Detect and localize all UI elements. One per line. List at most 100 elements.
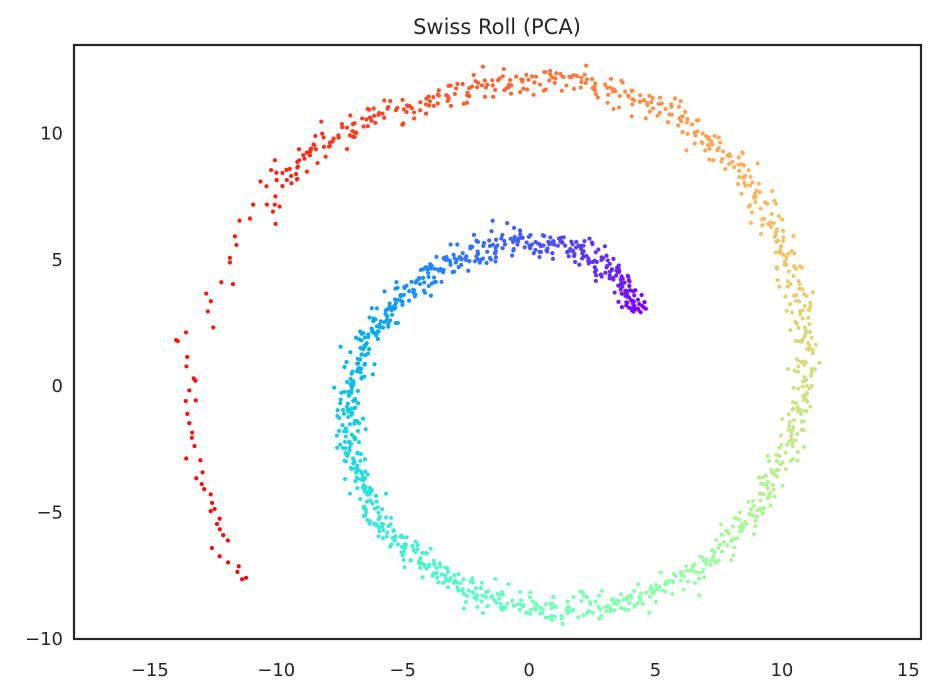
scatter-point bbox=[448, 262, 453, 268]
scatter-point bbox=[813, 342, 818, 347]
scatter-point bbox=[432, 280, 437, 285]
scatter-point bbox=[771, 221, 776, 226]
scatter-point bbox=[783, 467, 788, 472]
scatter-point bbox=[657, 584, 662, 589]
scatter-point bbox=[443, 573, 448, 578]
scatter-point bbox=[367, 107, 372, 112]
scatter-point bbox=[365, 492, 370, 497]
scatter-point bbox=[445, 569, 451, 575]
scatter-point bbox=[797, 286, 802, 291]
scatter-point bbox=[343, 434, 348, 439]
scatter-point bbox=[727, 152, 732, 157]
scatter-point bbox=[809, 383, 815, 388]
scatter-point bbox=[463, 255, 468, 260]
scatter-point bbox=[393, 107, 399, 113]
scatter-point bbox=[583, 80, 588, 86]
scatter-point bbox=[736, 155, 741, 160]
scatter-point bbox=[713, 537, 719, 543]
scatter-point bbox=[769, 467, 774, 472]
scatter-point bbox=[444, 92, 449, 98]
scatter-point bbox=[319, 119, 324, 124]
scatter-point bbox=[373, 120, 378, 125]
scatter-point bbox=[357, 337, 362, 342]
scatter-point bbox=[636, 582, 641, 587]
scatter-point bbox=[705, 143, 711, 148]
scatter-point bbox=[810, 290, 815, 295]
scatter-point bbox=[790, 400, 796, 405]
scatter-point bbox=[798, 312, 803, 317]
scatter-point bbox=[200, 470, 205, 475]
scatter-point bbox=[371, 106, 376, 111]
scatter-point bbox=[730, 159, 735, 164]
scatter-point bbox=[598, 607, 603, 612]
scatter-point bbox=[371, 113, 377, 118]
scatter-point bbox=[659, 101, 664, 106]
scatter-point bbox=[751, 532, 756, 537]
scatter-point bbox=[589, 240, 595, 245]
scatter-point bbox=[571, 86, 576, 91]
scatter-point bbox=[364, 499, 370, 504]
scatter-point bbox=[454, 580, 459, 585]
scatter-point bbox=[798, 411, 803, 416]
scatter-points bbox=[174, 63, 822, 626]
scatter-point bbox=[807, 330, 813, 335]
scatter-point bbox=[211, 325, 216, 330]
scatter-point bbox=[758, 231, 764, 237]
scatter-point bbox=[576, 615, 581, 620]
scatter-point bbox=[185, 354, 190, 360]
scatter-point bbox=[680, 114, 685, 119]
scatter-point bbox=[466, 588, 471, 593]
scatter-point bbox=[581, 613, 586, 618]
scatter-point bbox=[427, 562, 432, 567]
scatter-point bbox=[723, 166, 728, 172]
scatter-point bbox=[755, 161, 760, 166]
y-axis-ticks: −10 −5 0 5 10 bbox=[25, 123, 63, 650]
scatter-point bbox=[616, 263, 621, 268]
scatter-point bbox=[393, 534, 398, 539]
scatter-point bbox=[571, 594, 576, 600]
scatter-point bbox=[517, 607, 523, 613]
scatter-point bbox=[277, 204, 282, 209]
scatter-point bbox=[702, 575, 707, 580]
scatter-point bbox=[547, 78, 552, 83]
scatter-point bbox=[225, 560, 231, 565]
x-tick-label: 10 bbox=[770, 660, 793, 681]
scatter-point bbox=[395, 320, 400, 326]
scatter-point bbox=[742, 180, 747, 185]
scatter-point bbox=[528, 607, 534, 612]
scatter-point bbox=[461, 591, 466, 596]
scatter-point bbox=[342, 429, 347, 434]
scatter-point bbox=[497, 596, 502, 601]
scatter-point bbox=[342, 458, 347, 463]
scatter-point bbox=[804, 383, 810, 389]
scatter-point bbox=[812, 367, 817, 372]
scatter-point bbox=[490, 83, 495, 88]
scatter-point bbox=[677, 116, 682, 121]
scatter-point bbox=[239, 577, 245, 582]
scatter-point bbox=[699, 139, 704, 145]
scatter-point bbox=[335, 445, 340, 450]
scatter-point bbox=[193, 398, 198, 403]
scatter-point bbox=[420, 275, 426, 280]
scatter-point bbox=[356, 361, 361, 366]
scatter-point bbox=[611, 601, 617, 606]
scatter-point bbox=[535, 603, 540, 608]
scatter-point bbox=[358, 469, 363, 474]
scatter-point bbox=[766, 458, 772, 464]
scatter-point bbox=[202, 487, 207, 492]
scatter-point bbox=[771, 487, 776, 492]
scatter-point bbox=[777, 445, 782, 450]
scatter-point bbox=[622, 280, 627, 285]
scatter-point bbox=[502, 238, 507, 243]
scatter-point bbox=[461, 577, 466, 582]
scatter-point bbox=[370, 501, 375, 506]
scatter-point bbox=[772, 494, 777, 499]
scatter-point bbox=[737, 510, 742, 515]
scatter-point bbox=[547, 72, 553, 77]
scatter-point bbox=[375, 336, 381, 342]
scatter-point bbox=[792, 368, 797, 373]
scatter-point bbox=[582, 238, 587, 244]
scatter-point bbox=[346, 409, 351, 414]
scatter-point bbox=[480, 610, 486, 616]
scatter-point bbox=[780, 217, 785, 222]
